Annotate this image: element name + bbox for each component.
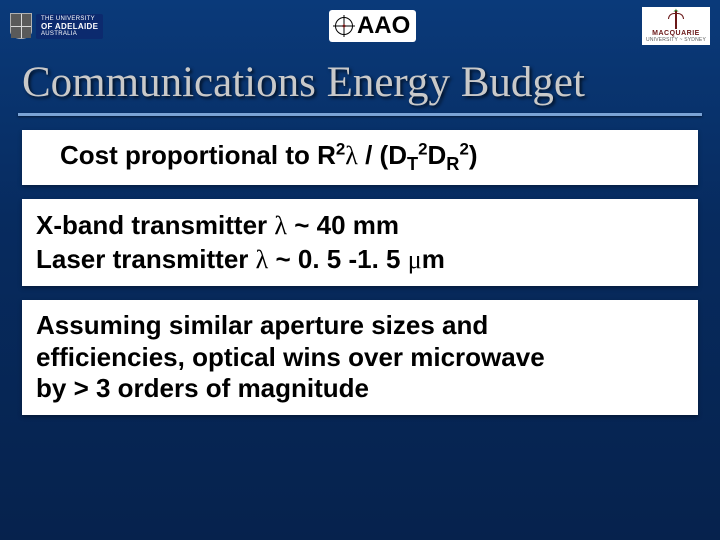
cost-mid: / (D xyxy=(358,140,407,170)
target-icon xyxy=(335,17,353,35)
sup-2c: 2 xyxy=(459,139,468,158)
cost-box: Cost proportional to R2λ / (DT2DR2) xyxy=(22,130,698,185)
adelaide-text: THE UNIVERSITY OF ADELAIDE AUSTRALIA xyxy=(36,14,103,39)
laser-prefix: Laser transmitter xyxy=(36,244,256,274)
sup-2b: 2 xyxy=(418,139,427,158)
macquarie-icon: ✦ xyxy=(666,9,686,29)
logo-aao: AAO xyxy=(329,10,416,42)
laser-val: ~ 0. 5 -1. 5 xyxy=(268,244,407,274)
cost-end: ) xyxy=(469,140,478,170)
logo-adelaide: THE UNIVERSITY OF ADELAIDE AUSTRALIA xyxy=(10,13,103,39)
d-letter: D xyxy=(428,140,447,170)
laser-unit: m xyxy=(422,244,445,274)
macquarie-l2: UNIVERSITY ~ SYDNEY xyxy=(646,37,706,43)
lambda-1: λ xyxy=(345,141,358,170)
sub-r: R xyxy=(446,154,459,174)
xband-line: X-band transmitter λ ~ 40 mm xyxy=(36,209,684,243)
xband-val: ~ 40 mm xyxy=(287,210,399,240)
lambda-2: λ xyxy=(274,211,287,240)
band-box: X-band transmitter λ ~ 40 mm Laser trans… xyxy=(22,199,698,286)
macquarie-l1: MACQUARIE xyxy=(646,30,706,37)
adelaide-l3: AUSTRALIA xyxy=(41,31,98,37)
laser-line: Laser transmitter λ ~ 0. 5 -1. 5 μm xyxy=(36,243,684,277)
lambda-3: λ xyxy=(256,245,269,274)
cost-prefix: Cost proportional to R xyxy=(60,140,336,170)
adelaide-l1: THE UNIVERSITY xyxy=(41,16,98,22)
assume-l1: Assuming similar aperture sizes and xyxy=(36,310,684,342)
slide-title: Communications Energy Budget xyxy=(0,52,720,109)
sup-2a: 2 xyxy=(336,139,345,158)
assume-box: Assuming similar aperture sizes and effi… xyxy=(22,300,698,415)
mu-symbol: μ xyxy=(408,245,422,274)
shield-icon xyxy=(10,13,32,39)
adelaide-l2: OF ADELAIDE xyxy=(41,22,98,31)
xband-prefix: X-band transmitter xyxy=(36,210,274,240)
sub-t: T xyxy=(407,154,418,174)
header-strip: THE UNIVERSITY OF ADELAIDE AUSTRALIA AAO… xyxy=(0,0,720,52)
logo-macquarie: ✦ MACQUARIE UNIVERSITY ~ SYDNEY xyxy=(642,7,710,45)
aao-text: AAO xyxy=(357,12,410,40)
title-rule xyxy=(18,113,702,116)
assume-l2: efficiencies, optical wins over microwav… xyxy=(36,342,684,374)
cost-line: Cost proportional to R2λ / (DT2DR2) xyxy=(36,140,684,171)
assume-l3: by > 3 orders of magnitude xyxy=(36,373,684,405)
